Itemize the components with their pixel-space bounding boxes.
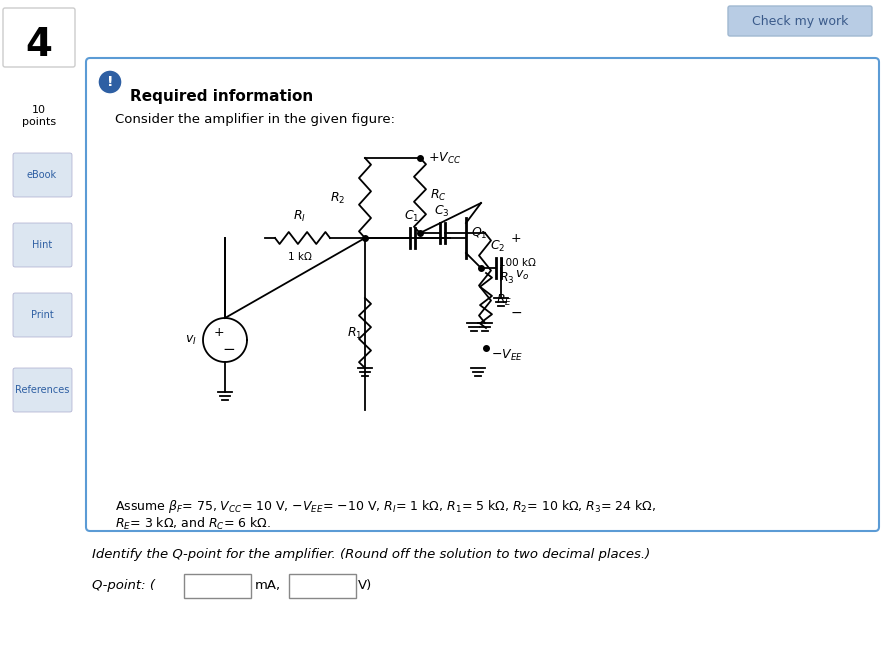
Text: $R_1$: $R_1$ xyxy=(346,326,362,341)
FancyBboxPatch shape xyxy=(13,153,72,197)
Text: Print: Print xyxy=(30,310,53,320)
Text: $R_C$: $R_C$ xyxy=(430,188,447,203)
Text: +: + xyxy=(214,326,225,338)
Text: 4: 4 xyxy=(26,26,52,64)
Text: 100 kΩ: 100 kΩ xyxy=(499,258,535,268)
Text: $C_3$: $C_3$ xyxy=(434,204,450,219)
Text: −: − xyxy=(511,306,523,320)
Text: $C_2$: $C_2$ xyxy=(490,239,505,254)
Text: 10
points: 10 points xyxy=(22,105,56,126)
Text: $v_I$: $v_I$ xyxy=(186,334,197,347)
Text: Hint: Hint xyxy=(32,240,52,250)
Text: Q-point: (: Q-point: ( xyxy=(92,578,155,592)
Text: Identify the Q-point for the amplifier. (Round off the solution to two decimal p: Identify the Q-point for the amplifier. … xyxy=(92,548,650,561)
Text: +: + xyxy=(511,232,521,245)
Text: $C_1$: $C_1$ xyxy=(404,209,420,224)
Text: V): V) xyxy=(358,578,372,592)
FancyBboxPatch shape xyxy=(184,574,251,598)
Text: References: References xyxy=(15,385,69,395)
Text: $R_3$: $R_3$ xyxy=(499,270,514,286)
Text: $R_2$: $R_2$ xyxy=(329,190,345,205)
FancyBboxPatch shape xyxy=(13,293,72,337)
FancyBboxPatch shape xyxy=(13,223,72,267)
Text: 1 kΩ: 1 kΩ xyxy=(288,252,312,262)
Text: $-V_{EE}$: $-V_{EE}$ xyxy=(491,347,523,363)
Text: $R_E$: $R_E$ xyxy=(496,292,512,307)
Text: Consider the amplifier in the given figure:: Consider the amplifier in the given figu… xyxy=(115,113,395,126)
Text: eBook: eBook xyxy=(27,170,57,180)
Text: !: ! xyxy=(107,75,114,89)
FancyBboxPatch shape xyxy=(728,6,872,36)
Text: $+V_{CC}$: $+V_{CC}$ xyxy=(428,151,461,166)
FancyBboxPatch shape xyxy=(86,58,879,531)
Text: Assume $\beta_F$= 75, $V_{CC}$= 10 V, $-V_{EE}$= $-$10 V, $R_I$= 1 k$\Omega$, $R: Assume $\beta_F$= 75, $V_{CC}$= 10 V, $-… xyxy=(115,498,656,515)
FancyBboxPatch shape xyxy=(289,574,356,598)
Text: Check my work: Check my work xyxy=(752,14,848,28)
Text: −: − xyxy=(223,343,235,357)
Text: Required information: Required information xyxy=(130,89,313,105)
Text: $R_I$: $R_I$ xyxy=(294,209,306,224)
Text: mA,: mA, xyxy=(255,578,281,592)
Text: $v_o$: $v_o$ xyxy=(515,268,529,282)
FancyBboxPatch shape xyxy=(3,8,75,67)
Circle shape xyxy=(98,70,122,94)
FancyBboxPatch shape xyxy=(13,368,72,412)
Text: $R_E$= 3 k$\Omega$, and $R_C$= 6 k$\Omega$.: $R_E$= 3 k$\Omega$, and $R_C$= 6 k$\Omeg… xyxy=(115,516,271,532)
Text: $Q_1$: $Q_1$ xyxy=(471,226,488,241)
